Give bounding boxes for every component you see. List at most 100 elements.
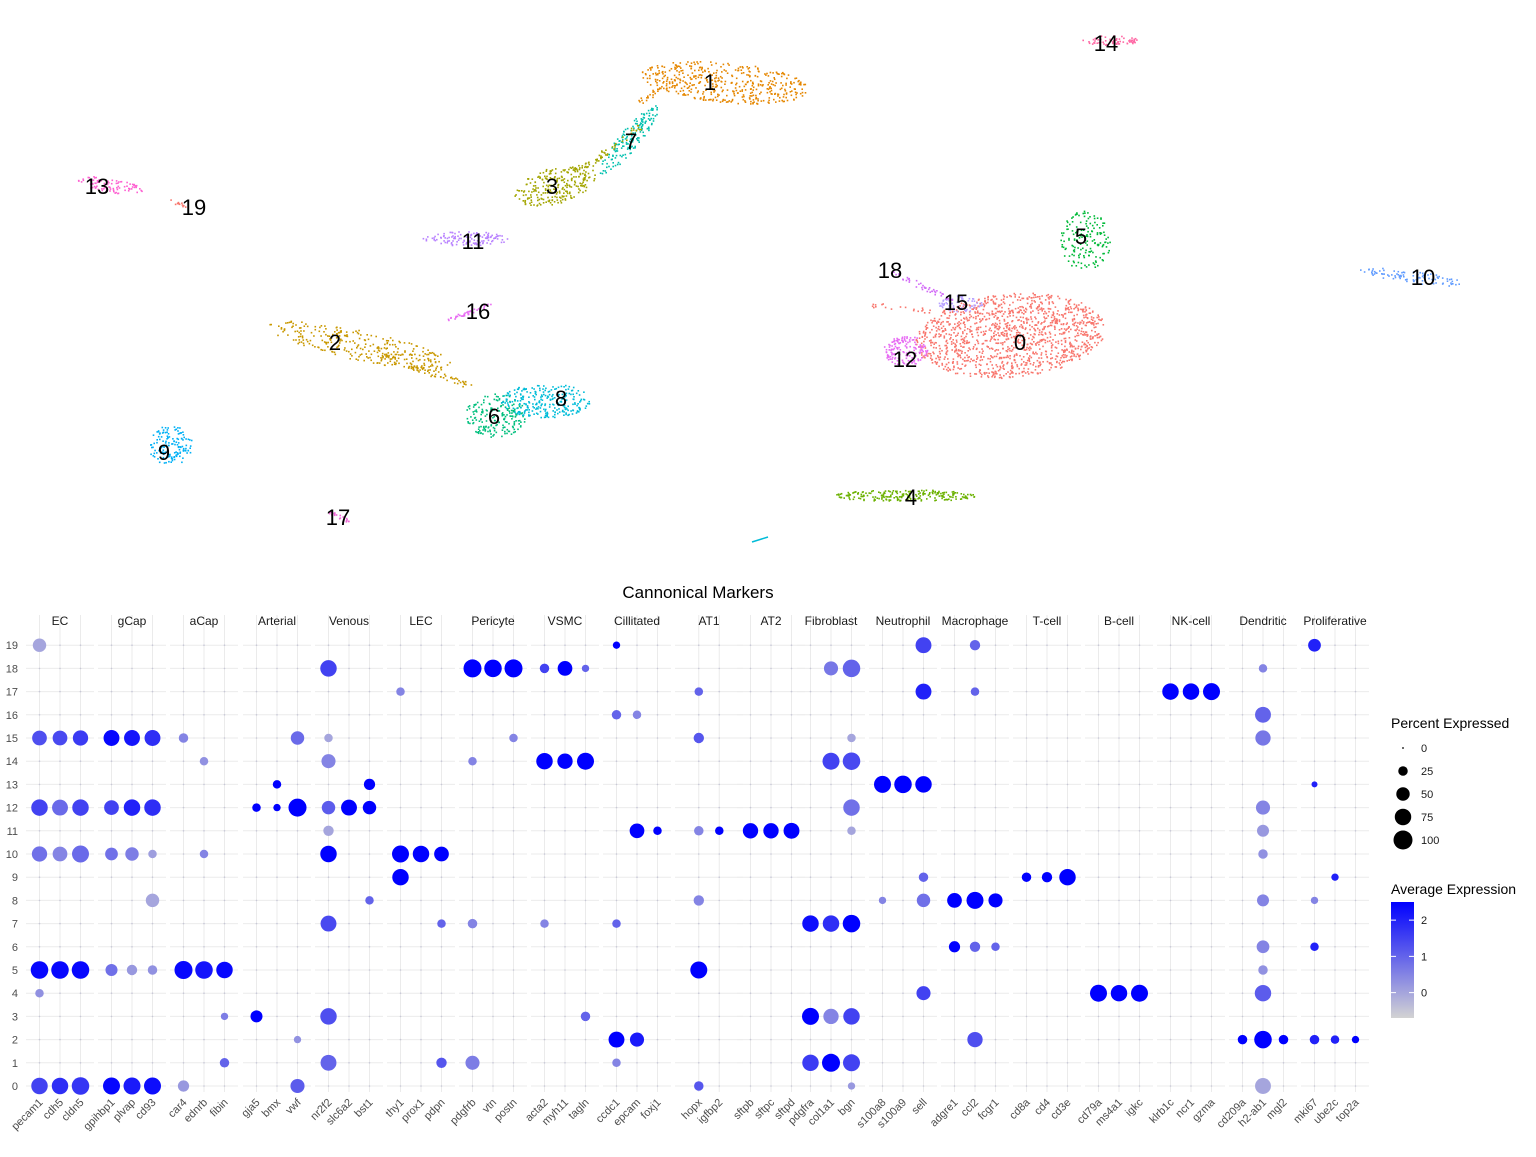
dot-empty <box>1241 899 1244 902</box>
dot-empty <box>902 690 904 693</box>
dot-ncr1-17 <box>1182 683 1200 700</box>
dot-empty <box>749 667 752 670</box>
dot-empty <box>1262 690 1264 693</box>
dot-empty <box>994 1085 997 1087</box>
dot-empty <box>276 644 278 646</box>
dot-tagln-18 <box>581 664 590 673</box>
dot-empty <box>512 992 515 994</box>
dot-empty <box>697 644 700 646</box>
dot-empty <box>203 1062 205 1064</box>
dot-ccl2-8 <box>966 891 984 909</box>
dot-empty <box>492 783 494 786</box>
dot-empty <box>881 1015 884 1018</box>
dot-hopx-11 <box>694 826 704 836</box>
dot-empty <box>718 876 721 878</box>
dot-empty <box>809 714 812 716</box>
dot-empty <box>1025 760 1028 762</box>
dot-empty <box>1190 992 1192 994</box>
dot-empty <box>223 876 226 878</box>
dot-empty <box>110 667 113 670</box>
dot-empty <box>543 783 546 786</box>
dot-empty <box>809 992 812 994</box>
umap-cluster-17 <box>328 510 350 523</box>
dot-empty <box>440 946 443 948</box>
dot-cldn5-5 <box>71 961 90 979</box>
dot-empty <box>974 806 976 809</box>
dot-empty <box>492 899 494 902</box>
dot-tagln-3 <box>580 1011 591 1022</box>
dot-col1a1-14 <box>822 752 840 770</box>
dot-bgn-1 <box>843 1054 860 1072</box>
dot-empty <box>223 899 226 902</box>
dot-empty <box>718 992 721 994</box>
dot-plot: Cannonical Markers EC pecam1 cdh5 cldn5 gCap… <box>0 570 1536 1152</box>
dot-empty <box>850 714 853 716</box>
dot-empty <box>902 922 904 925</box>
dot-empty <box>1334 853 1336 855</box>
dot-empty <box>440 714 443 716</box>
dot-empty <box>636 667 638 670</box>
dot-empty <box>1097 783 1100 786</box>
dot-empty <box>38 714 41 716</box>
dot-adgre1-8 <box>947 893 962 908</box>
dot-empty <box>420 1085 422 1087</box>
cluster-label-2: 2 <box>329 330 341 355</box>
dot-empty <box>790 876 793 878</box>
dot-empty <box>110 1062 113 1064</box>
dot-empty <box>1262 783 1264 786</box>
dot-empty <box>790 667 793 670</box>
dot-empty <box>770 853 772 855</box>
dot-empty <box>1169 1038 1172 1041</box>
dot-empty <box>881 737 884 739</box>
dot-empty <box>1025 644 1028 646</box>
dot-empty <box>512 806 515 809</box>
dot-empty <box>182 667 185 670</box>
dot-empty <box>203 667 205 670</box>
dot-empty <box>953 1015 956 1018</box>
dot-empty <box>881 876 884 878</box>
dot-foxj1-11 <box>653 826 662 836</box>
dot-empty <box>348 992 350 994</box>
dot-empty <box>1025 992 1028 994</box>
dot-empty <box>1282 969 1285 971</box>
dot-pdgfra-7 <box>802 915 819 932</box>
dot-empty <box>255 899 258 902</box>
dot-empty <box>59 1038 61 1041</box>
dot-empty <box>809 1038 812 1041</box>
dot-empty <box>543 1062 546 1064</box>
dot-empty <box>1282 644 1285 646</box>
dot-empty <box>584 806 587 809</box>
dot-empty <box>749 806 752 809</box>
dot-bst1-12 <box>362 800 377 815</box>
dot-empty <box>512 1085 515 1087</box>
dot-pecam1-19 <box>32 638 47 652</box>
dot-empty <box>38 922 41 925</box>
dot-empty <box>492 760 494 762</box>
dot-empty <box>902 992 904 994</box>
dot-empty <box>255 667 258 670</box>
dot-acta2-18 <box>539 663 550 674</box>
dot-empty <box>636 806 638 809</box>
dot-empty <box>276 690 278 693</box>
dot-empty <box>1210 737 1213 739</box>
umap-cluster-3 <box>514 164 596 207</box>
dot-empty <box>1118 737 1120 739</box>
dot-empty <box>368 969 371 971</box>
dot-empty <box>348 830 350 832</box>
dot-empty <box>79 946 82 948</box>
cluster-label-19: 19 <box>182 195 206 220</box>
dot-cdh5-12 <box>52 799 68 816</box>
dot-empty <box>255 737 258 739</box>
dot-empty <box>656 922 659 925</box>
dot-empty <box>830 830 832 832</box>
dot-empty <box>881 830 884 832</box>
dot-empty <box>922 922 925 925</box>
dot-empty <box>994 737 997 739</box>
dot-vwf-0 <box>290 1078 305 1094</box>
dot-empty <box>38 667 41 670</box>
dot-empty <box>223 690 226 693</box>
dot-empty <box>348 644 350 646</box>
dot-empty <box>543 690 546 693</box>
dot-empty <box>564 946 566 948</box>
dot-empty <box>564 969 566 971</box>
